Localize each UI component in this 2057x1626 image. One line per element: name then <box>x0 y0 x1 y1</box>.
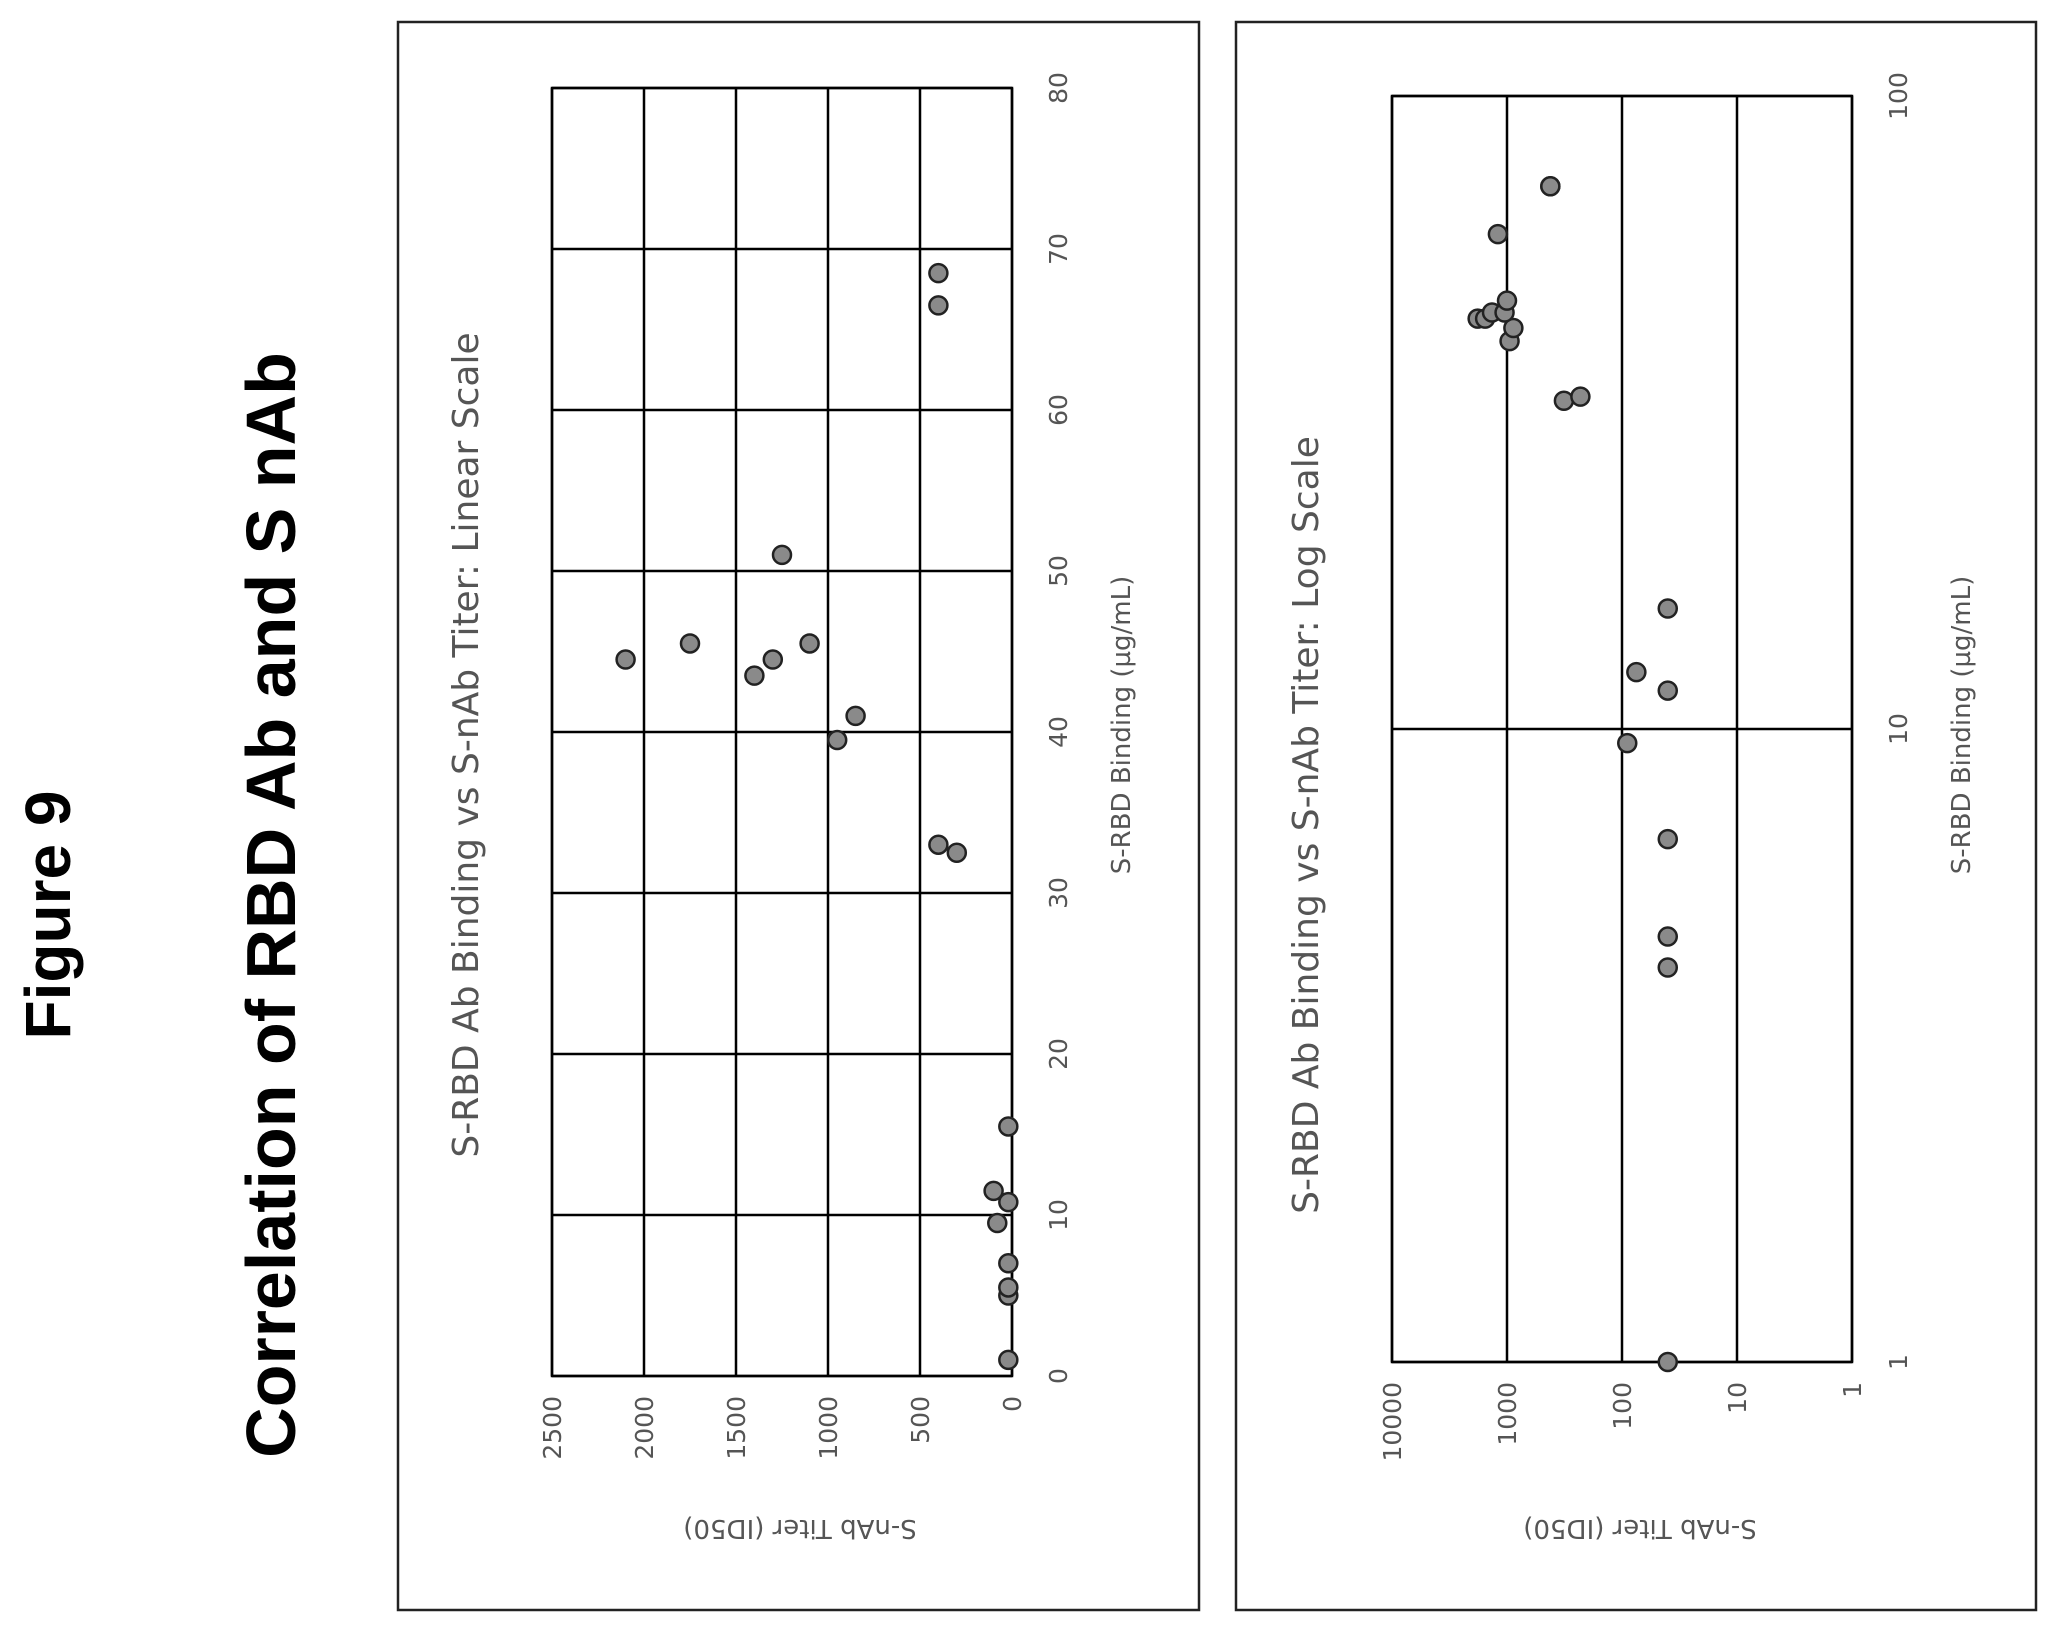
plot-area-log <box>1390 94 1854 1364</box>
data-point <box>1657 1351 1679 1373</box>
x-tick-label: 60 <box>1044 394 1073 426</box>
y-tick-label: 10 <box>1723 1382 1752 1414</box>
data-point <box>1570 386 1591 407</box>
y-tick-label: 2500 <box>538 1396 567 1460</box>
x-tick-labels-linear: 0 10 20 30 40 50 60 70 80 <box>1044 72 1073 1384</box>
data-point <box>771 544 793 566</box>
chart-title-log: S-RBD Ab Binding vs S-nAb Titer: Log Sca… <box>1286 436 1327 1214</box>
y-tick-label: 1 <box>1838 1382 1867 1398</box>
data-point <box>946 842 968 863</box>
x-tick-label: 30 <box>1044 877 1073 909</box>
y-axis-label-log: S-nAb Titer (ID50) <box>1523 1513 1756 1543</box>
data-point <box>928 295 949 316</box>
panel-frame-linear <box>396 20 1201 1612</box>
data-points-linear <box>615 262 1019 1371</box>
data-point <box>928 262 949 284</box>
figure-title: Correlation of RBD Ab and S nAb <box>232 352 310 1458</box>
data-point <box>1657 957 1679 978</box>
y-axis-label-linear: S-nAb Titer (ID50) <box>683 1513 916 1543</box>
data-point <box>987 1212 1008 1234</box>
x-tick-label: 10 <box>1044 1199 1073 1231</box>
data-point <box>1553 390 1575 412</box>
data-point <box>1496 290 1518 311</box>
data-point <box>998 1116 1019 1137</box>
y-tick-label: 500 <box>906 1396 935 1444</box>
y-tick-labels-log: 1 10 100 1000 10000 <box>1378 1382 1867 1462</box>
y-tick-label: 2000 <box>630 1396 659 1460</box>
x-tick-label: 0 <box>1044 1368 1073 1384</box>
data-point <box>799 633 820 654</box>
data-point <box>928 834 949 855</box>
plot-area-linear <box>550 86 1014 1378</box>
x-tick-label: 10 <box>1884 713 1913 745</box>
chart-title-linear: S-RBD Ab Binding vs S-nAb Titer: Linear … <box>446 332 487 1157</box>
y-tick-label: 0 <box>998 1396 1027 1412</box>
data-point <box>998 1191 1019 1213</box>
data-point <box>1657 680 1679 701</box>
y-tick-labels-linear: 0 500 1000 1500 2000 2500 <box>538 1396 1027 1460</box>
data-point <box>826 729 848 751</box>
x-tick-label: 1 <box>1884 1354 1913 1370</box>
data-point <box>1657 828 1679 850</box>
chart-linear: 0 10 20 30 40 50 60 70 80 0 500 1000 1500 2000 2500 S… <box>396 20 1201 1612</box>
data-point <box>1503 317 1524 339</box>
data-points-log <box>1467 176 1679 1373</box>
data-point <box>679 633 701 654</box>
data-point <box>762 649 784 670</box>
data-point <box>1657 598 1679 619</box>
data-point <box>615 649 636 670</box>
x-tick-label: 20 <box>1044 1038 1073 1070</box>
y-tick-label: 1000 <box>1493 1382 1522 1446</box>
data-point <box>998 1253 1019 1274</box>
chart-log: 1 10 100 1 10 100 1000 10000 S-RBD Ab Binding … <box>1234 20 2038 1612</box>
x-axis-label-linear: S-RBD Binding (µg/mL) <box>1107 576 1137 875</box>
x-tick-label: 80 <box>1044 72 1073 104</box>
data-point <box>1626 661 1647 683</box>
y-tick-label: 100 <box>1608 1382 1637 1430</box>
data-point <box>1487 223 1509 245</box>
data-point <box>1657 926 1679 947</box>
data-point <box>744 665 765 686</box>
figure-label: Figure 9 <box>12 791 84 1040</box>
x-tick-label: 70 <box>1044 233 1073 265</box>
x-axis-label-log: S-RBD Binding (µg/mL) <box>1947 576 1977 875</box>
panel-frame-log <box>1234 20 2038 1612</box>
x-tick-labels-log: 1 10 100 <box>1884 72 1913 1370</box>
data-point <box>1617 732 1638 754</box>
data-point <box>983 1180 1004 1202</box>
data-point <box>998 1277 1019 1298</box>
y-tick-label: 1000 <box>814 1396 843 1460</box>
x-tick-label: 40 <box>1044 716 1073 748</box>
data-point <box>998 1349 1019 1371</box>
x-tick-label: 50 <box>1044 555 1073 587</box>
y-tick-label: 10000 <box>1378 1382 1407 1462</box>
y-tick-label: 1500 <box>722 1396 751 1460</box>
x-tick-label: 100 <box>1884 72 1913 120</box>
data-point <box>845 705 866 727</box>
data-point <box>1540 176 1561 197</box>
